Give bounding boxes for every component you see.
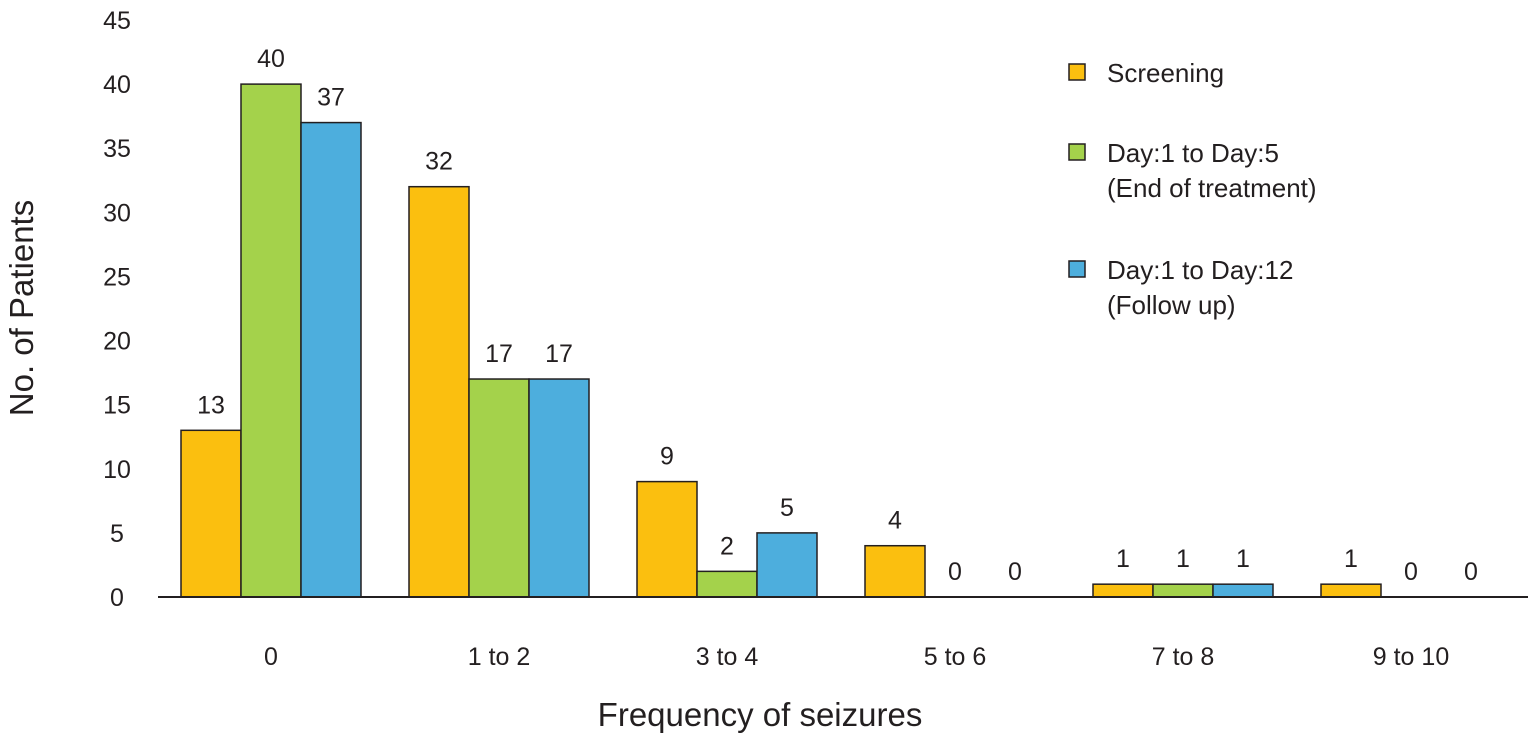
data-label: 1 [1176, 545, 1190, 573]
x-tick-label: 7 to 8 [1152, 643, 1215, 671]
bar [300, 121, 362, 598]
legend-label: Screening [1107, 58, 1224, 88]
bars [180, 83, 1382, 598]
x-tick-label: 0 [264, 643, 278, 671]
data-label: 32 [425, 148, 453, 176]
x-tick-label: 1 to 2 [468, 643, 531, 671]
bar [1152, 583, 1214, 598]
data-label: 13 [197, 391, 225, 419]
data-label: 2 [720, 532, 734, 560]
legend-label: Day:1 to Day:12 [1107, 255, 1293, 285]
x-tick-label: 9 to 10 [1373, 643, 1449, 671]
bar [408, 185, 470, 598]
y-axis-ticks: 0 5 10 15 20 25 30 35 40 45 [103, 7, 131, 612]
bar [180, 429, 242, 598]
data-label: 17 [485, 340, 513, 368]
bar [468, 378, 530, 598]
legend-label: (Follow up) [1107, 290, 1236, 320]
y-tick-label: 0 [110, 584, 124, 612]
data-label: 0 [1404, 558, 1418, 586]
x-axis-tick-labels: 0 1 to 2 3 to 4 5 to 6 7 to 8 9 to 10 [264, 643, 1449, 671]
y-tick-label: 5 [110, 520, 124, 548]
x-tick-label: 5 to 6 [924, 643, 987, 671]
legend-label: Day:1 to Day:5 [1107, 138, 1279, 168]
y-tick-label: 45 [103, 7, 131, 35]
y-axis-title: No. of Patients [3, 200, 40, 416]
data-label: 4 [888, 507, 902, 535]
data-label: 9 [660, 443, 674, 471]
bar [528, 378, 590, 598]
bar [864, 544, 926, 598]
legend-swatch [1068, 63, 1086, 81]
bar [696, 570, 758, 598]
x-tick-label: 3 to 4 [696, 643, 759, 671]
y-tick-label: 25 [103, 263, 131, 291]
bar [1320, 583, 1382, 598]
data-label: 40 [257, 45, 285, 73]
y-tick-label: 15 [103, 392, 131, 420]
data-label: 37 [317, 84, 345, 112]
bar [756, 532, 818, 598]
legend-label: (End of treatment) [1107, 173, 1317, 203]
data-label: 0 [1008, 558, 1022, 586]
y-tick-label: 35 [103, 135, 131, 163]
bar [240, 83, 302, 598]
data-labels: 13 32 9 4 1 1 40 17 2 0 1 0 37 17 5 0 1 0 [197, 45, 1478, 586]
bar [636, 480, 698, 598]
legend-swatch [1068, 143, 1086, 161]
legend: Screening Day:1 to Day:5 (End of treatment… [1068, 58, 1317, 320]
bar [1092, 583, 1154, 598]
data-label: 0 [1464, 558, 1478, 586]
y-tick-label: 10 [103, 456, 131, 484]
y-tick-label: 20 [103, 328, 131, 356]
data-label: 1 [1236, 545, 1250, 573]
y-tick-label: 30 [103, 199, 131, 227]
legend-swatch [1068, 260, 1086, 278]
bar [1212, 583, 1274, 598]
y-tick-label: 40 [103, 71, 131, 99]
data-label: 5 [780, 494, 794, 522]
data-label: 1 [1116, 545, 1130, 573]
data-label: 17 [545, 340, 573, 368]
data-label: 1 [1344, 545, 1358, 573]
data-label: 0 [948, 558, 962, 586]
x-axis-title: Frequency of seizures [598, 696, 923, 733]
